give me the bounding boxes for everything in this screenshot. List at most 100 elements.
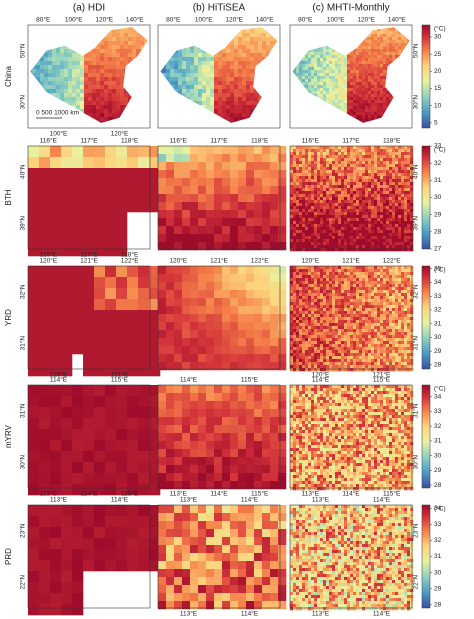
map-cell xyxy=(83,343,95,355)
map-cell xyxy=(347,173,351,177)
map-cell xyxy=(329,182,333,186)
map-cell xyxy=(116,332,128,344)
map-cell xyxy=(350,245,354,249)
map-cell xyxy=(335,239,339,243)
map-cell xyxy=(317,173,321,177)
map-cell xyxy=(149,332,161,344)
map-cell xyxy=(311,173,315,177)
map-cell xyxy=(96,101,101,106)
map-cell xyxy=(140,61,145,66)
map-cell xyxy=(186,101,191,106)
map-cell xyxy=(401,203,405,207)
map-cell xyxy=(299,248,303,252)
map-cell xyxy=(178,69,183,74)
map-cell xyxy=(210,113,215,118)
map-cell xyxy=(190,45,195,50)
map-cell xyxy=(64,77,69,82)
map-cell xyxy=(356,155,360,159)
map-cell xyxy=(254,186,263,195)
map-cell xyxy=(178,49,183,54)
map-cell xyxy=(206,53,211,58)
map-cell xyxy=(52,81,57,86)
map-cell xyxy=(84,45,89,50)
map-cell xyxy=(317,106,321,110)
map-cell xyxy=(389,106,393,110)
map-cell xyxy=(32,117,37,122)
map-cell xyxy=(407,118,410,122)
map-cell xyxy=(380,176,384,180)
map-cell xyxy=(84,77,89,82)
map-cell xyxy=(160,113,163,118)
map-cell xyxy=(359,73,363,77)
map-cell xyxy=(368,85,372,89)
map-cell xyxy=(100,73,105,78)
map-cell xyxy=(302,206,306,210)
map-cell xyxy=(186,97,191,102)
map-cell xyxy=(136,125,140,129)
map-cell xyxy=(308,40,312,44)
map-cell xyxy=(338,100,342,104)
map-cell xyxy=(262,178,271,187)
map-cell xyxy=(377,124,380,127)
map-cell xyxy=(222,53,227,58)
colorbar-tick-label: 29 xyxy=(434,211,442,218)
colorbar-tick-label: 31 xyxy=(434,177,442,184)
map-cell xyxy=(332,76,336,80)
map-cell xyxy=(138,310,150,322)
map-cell xyxy=(270,117,275,122)
map-cell xyxy=(299,155,303,159)
map-cell xyxy=(210,33,215,38)
colorbar-tick-label: 27 xyxy=(434,246,442,253)
map-cell xyxy=(338,191,342,195)
map-cell xyxy=(266,61,271,66)
map-cell xyxy=(299,239,303,243)
map-cell xyxy=(401,179,405,183)
map-cell xyxy=(64,57,69,62)
map-cell xyxy=(338,37,342,41)
map-cell xyxy=(338,218,342,222)
map-cell xyxy=(377,161,381,165)
map-cell xyxy=(371,106,375,110)
map-cell xyxy=(359,221,363,225)
map-cell xyxy=(198,202,207,211)
map-cell xyxy=(344,206,348,210)
map-cell xyxy=(305,73,309,77)
map-cell xyxy=(170,77,175,82)
map-cell xyxy=(52,37,57,42)
map-cell xyxy=(218,121,223,123)
map-cell xyxy=(335,94,339,98)
map-cell xyxy=(40,97,45,102)
map-cell xyxy=(293,127,296,130)
map-cell xyxy=(210,61,215,66)
map-cell xyxy=(292,112,294,116)
map-cell xyxy=(40,105,45,110)
map-cell xyxy=(332,179,336,183)
map-cell xyxy=(202,77,207,82)
map-cell xyxy=(392,173,396,177)
lon-label: 116°E xyxy=(40,251,58,259)
map-cell xyxy=(140,89,145,94)
map-cell xyxy=(368,70,372,74)
map-cell xyxy=(80,27,85,30)
map-cell xyxy=(206,61,211,66)
map-cell xyxy=(329,212,333,216)
map-cell xyxy=(108,77,113,82)
map-cell xyxy=(76,69,81,74)
map-cell xyxy=(83,190,95,202)
map-cell xyxy=(341,28,345,32)
map-cell xyxy=(174,101,179,106)
map-cell xyxy=(365,176,369,180)
map-cell xyxy=(308,212,312,216)
map-cell xyxy=(250,49,255,54)
map-cell xyxy=(76,93,81,98)
map-cell xyxy=(36,121,41,123)
map-cell xyxy=(332,55,336,59)
map-cell xyxy=(293,82,297,86)
map-cell xyxy=(362,227,366,231)
map-cell xyxy=(274,81,278,86)
map-cell xyxy=(258,29,263,34)
map-cell xyxy=(386,149,390,153)
map-cell xyxy=(68,81,73,86)
map-cell xyxy=(404,40,408,44)
map-cell xyxy=(338,43,342,47)
